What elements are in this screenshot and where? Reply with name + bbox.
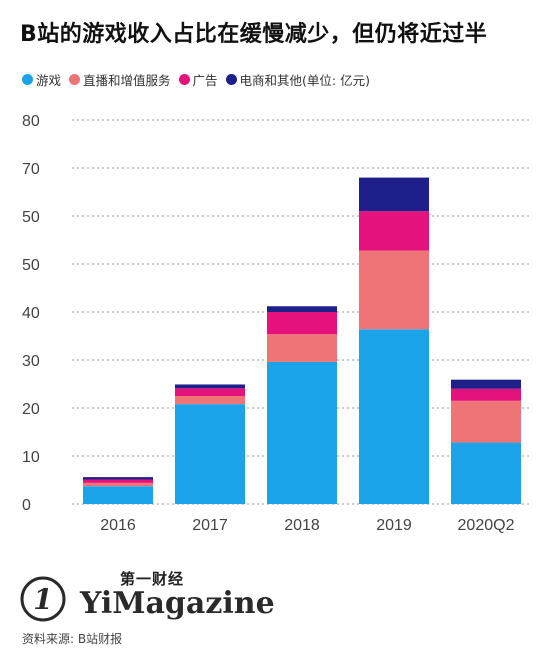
bar-segment	[83, 486, 153, 504]
bar-segment	[267, 361, 337, 504]
bar-segment	[451, 442, 521, 504]
y-tick-label: 30	[22, 353, 40, 370]
logo-numeral: 1	[33, 583, 52, 616]
x-category-label: 2020Q2	[458, 517, 515, 534]
y-tick-label: 50	[22, 257, 40, 274]
bar-segment	[175, 396, 245, 405]
legend-swatch-live	[69, 74, 81, 85]
bar-segment	[175, 404, 245, 504]
y-tick-label: 70	[22, 161, 40, 178]
y-tick-label: 0	[22, 497, 31, 514]
bar-segment	[267, 334, 337, 362]
bar-segment	[83, 477, 153, 480]
brand-name-cn: 第一财经	[120, 570, 185, 588]
x-category-label: 2019	[376, 517, 412, 534]
legend-item-ecommerce: 电商和其他(单位: 亿元)	[225, 70, 370, 89]
bar-segment	[451, 379, 521, 389]
bar-segment	[359, 329, 429, 504]
x-category-label: 2018	[284, 517, 320, 534]
brand-block: 1 第一财经 YiMagazine	[18, 568, 318, 628]
y-tick-label: 20	[22, 401, 40, 418]
legend-label-game: 游戏	[36, 73, 62, 88]
legend: 游戏 直播和增值服务 广告 电商和其他(单位: 亿元)	[22, 70, 378, 89]
bar-segment	[267, 312, 337, 335]
bar-segment	[359, 211, 429, 251]
legend-item-game: 游戏	[22, 70, 61, 89]
bar-segment	[359, 177, 429, 212]
legend-label-ecommerce: 电商和其他(单位: 亿元)	[239, 73, 370, 88]
bar-segment	[359, 250, 429, 330]
legend-swatch-game	[22, 74, 33, 85]
yimagazine-logo-icon: 1	[20, 576, 66, 622]
y-tick-label: 10	[22, 449, 40, 466]
legend-label-ads: 广告	[192, 73, 218, 88]
legend-item-ads: 广告	[178, 70, 218, 89]
bar-segment	[83, 482, 153, 487]
x-category-label: 2017	[192, 517, 228, 534]
x-category-label: 2016	[100, 517, 136, 534]
bar-segment	[83, 479, 153, 483]
bar-segment	[451, 400, 521, 443]
bar-segment	[175, 384, 245, 389]
y-tick-label: 50	[22, 209, 40, 226]
legend-item-live: 直播和增值服务	[69, 70, 171, 89]
legend-label-live: 直播和增值服务	[83, 73, 171, 88]
stacked-bar-chart: 0 10 20 30 40 50 50 70 80 2016 2017 2018 2019 2020Q2	[22, 113, 532, 534]
y-tick-label: 80	[22, 113, 40, 130]
chart-title: B站的游戏收入占比在缓慢减少，但仍将近过半	[20, 22, 488, 47]
bar-segment	[175, 388, 245, 396]
bar-segment	[451, 388, 521, 401]
source-note: 资料来源: B站财报	[22, 632, 123, 646]
bar-segment	[267, 306, 337, 312]
legend-swatch-ecommerce	[225, 74, 237, 85]
y-tick-label: 40	[22, 305, 40, 322]
brand-name-en: YiMagazine	[80, 586, 275, 621]
legend-swatch-ads	[178, 74, 190, 85]
